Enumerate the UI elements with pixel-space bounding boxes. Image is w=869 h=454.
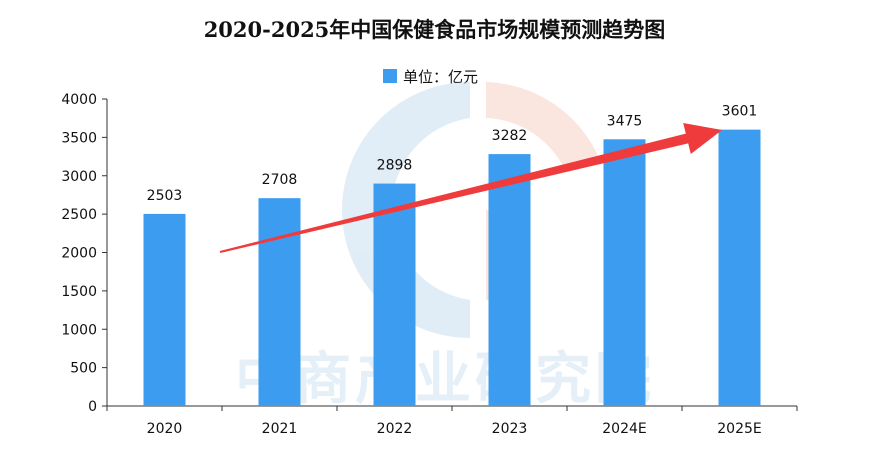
y-tick-label: 1500 (61, 284, 97, 300)
x-tick-label: 2022 (377, 421, 413, 437)
y-tick-label: 2000 (61, 246, 97, 262)
data-label: 3475 (607, 113, 643, 129)
x-tick-label: 2020 (147, 421, 183, 437)
legend-swatch (383, 69, 397, 83)
x-tick-label: 2023 (492, 421, 528, 437)
chart-title: 2020-2025年中国保健食品市场规模预测趋势图 (203, 17, 666, 42)
data-label: 2708 (262, 172, 298, 188)
data-label: 2898 (377, 158, 413, 174)
x-tick-label: 2024E (602, 421, 646, 437)
x-tick-label: 2021 (262, 421, 298, 437)
bar (143, 213, 186, 406)
y-tick-label: 3500 (61, 130, 97, 146)
y-tick-label: 0 (88, 399, 97, 415)
bar (373, 183, 416, 406)
data-label: 3601 (722, 104, 758, 120)
legend: 单位：亿元 (383, 66, 478, 86)
y-tick-label: 1000 (61, 322, 97, 338)
trend-arrow (219, 123, 723, 253)
svg-text:中商产业研究院: 中商产业研究院 (235, 347, 655, 412)
y-tick-label: 2500 (61, 207, 97, 223)
legend-label: 单位：亿元 (403, 67, 479, 86)
y-tick-label: 500 (70, 361, 97, 377)
y-tick-label: 4000 (61, 92, 97, 108)
bar (718, 129, 761, 407)
bar (258, 198, 301, 406)
bar (488, 154, 531, 406)
x-tick-label: 2025E (717, 421, 761, 437)
bar (603, 139, 646, 406)
data-label: 3282 (492, 128, 528, 144)
data-label: 2503 (147, 188, 183, 204)
y-tick-label: 3000 (61, 169, 97, 185)
